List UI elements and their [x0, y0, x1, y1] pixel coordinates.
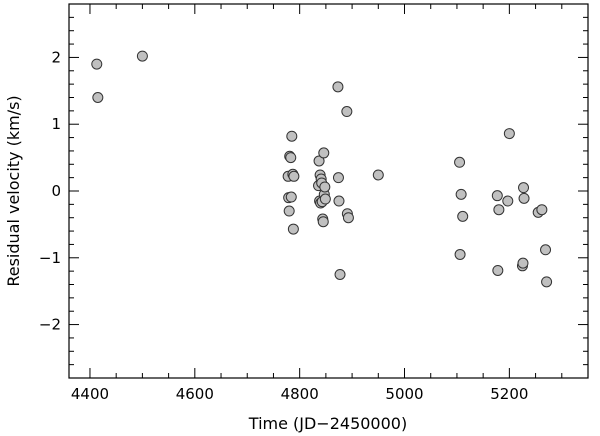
- data-point: [332, 172, 344, 184]
- data-point: [342, 212, 354, 224]
- data-points: [91, 50, 553, 288]
- data-point: [536, 204, 548, 216]
- data-point: [518, 182, 530, 194]
- data-point: [333, 195, 345, 207]
- data-point: [502, 195, 514, 207]
- data-point: [136, 50, 148, 62]
- y-tick-label: 0: [51, 182, 61, 200]
- y-tick-label: 2: [51, 48, 61, 66]
- data-point: [332, 81, 344, 93]
- data-point: [503, 128, 515, 140]
- data-point: [334, 268, 346, 280]
- data-point: [540, 244, 552, 256]
- x-tick-label: 4400: [71, 385, 109, 403]
- x-axis-title: Time (JD−2450000): [248, 414, 407, 433]
- data-point: [288, 170, 300, 182]
- data-point: [492, 264, 504, 276]
- data-point: [491, 190, 503, 202]
- data-point: [285, 191, 297, 203]
- data-point: [517, 257, 529, 269]
- data-point: [319, 181, 331, 193]
- data-point: [518, 192, 530, 204]
- y-tick-labels: −2 −1 0 1 2: [39, 48, 61, 333]
- data-point: [283, 205, 295, 217]
- data-point: [286, 130, 298, 142]
- data-point: [372, 169, 384, 181]
- data-point: [318, 147, 330, 159]
- axis-ticks: [69, 3, 589, 379]
- data-point: [317, 216, 329, 228]
- x-tick-label: 4800: [281, 385, 319, 403]
- data-point: [493, 204, 505, 216]
- data-point: [341, 106, 353, 118]
- data-point: [319, 193, 331, 205]
- data-point: [91, 58, 103, 70]
- y-axis-title: Residual velocity (km/s): [4, 95, 23, 286]
- x-tick-label: 5200: [490, 385, 528, 403]
- y-tick-label: 1: [51, 115, 61, 133]
- data-point: [287, 223, 299, 235]
- data-point: [455, 188, 467, 200]
- data-point: [454, 248, 466, 260]
- data-point: [313, 155, 325, 167]
- x-tick-label: 5000: [385, 385, 423, 403]
- data-point: [92, 92, 104, 103]
- x-tick-label: 4600: [176, 385, 214, 403]
- x-tick-labels: 4400 4600 4800 5000 5200: [71, 385, 529, 403]
- y-tick-label: −2: [39, 316, 61, 334]
- y-tick-label: −1: [39, 249, 61, 267]
- data-point: [457, 210, 469, 222]
- data-point: [285, 152, 297, 164]
- data-point: [541, 276, 553, 288]
- data-point: [454, 156, 466, 168]
